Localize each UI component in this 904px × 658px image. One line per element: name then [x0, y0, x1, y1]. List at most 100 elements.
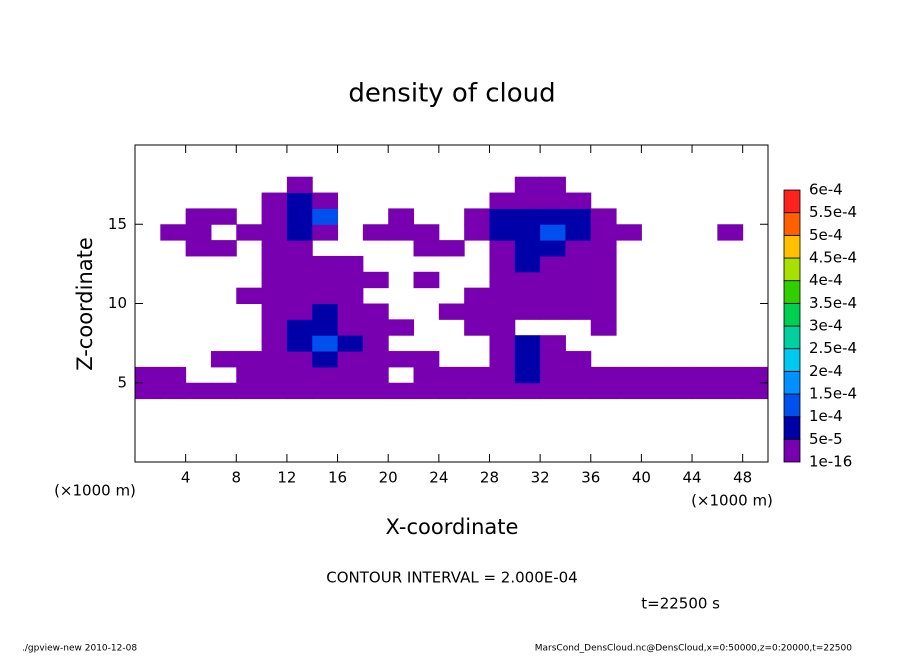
contour-cell	[692, 193, 718, 209]
x-unit-label: (×1000 m)	[54, 482, 136, 500]
contour-cell	[743, 430, 769, 446]
contour-cell	[337, 335, 364, 352]
contour-cell	[590, 319, 617, 336]
contour-cell	[160, 240, 186, 256]
colorbar-segment	[783, 189, 801, 214]
contour-cell	[286, 335, 313, 352]
contour-cell	[590, 208, 617, 225]
contour-cell	[186, 446, 212, 462]
contour-cell	[667, 145, 693, 161]
contour-cell	[337, 366, 364, 384]
contour-cell	[160, 177, 186, 193]
contour-cell	[388, 288, 414, 304]
contour-cell	[641, 382, 668, 400]
contour-cell	[667, 414, 693, 430]
contour-cell	[363, 161, 389, 177]
contour-cell	[262, 161, 288, 177]
contour-cell	[540, 399, 566, 415]
contour-cell	[540, 240, 566, 257]
contour-cell	[186, 335, 212, 351]
contour-cell	[641, 272, 667, 288]
contour-cell	[489, 145, 515, 161]
contour-cell	[261, 287, 288, 304]
contour-cell	[363, 256, 389, 272]
contour-cell	[641, 319, 667, 335]
contour-cell	[135, 304, 161, 320]
contour-cell	[591, 446, 617, 462]
contour-cell	[261, 271, 288, 289]
contour-cell	[464, 335, 490, 351]
contour-cell	[439, 193, 465, 209]
contour-cell	[692, 304, 718, 320]
contour-cell	[160, 319, 186, 335]
contour-cell	[641, 193, 667, 209]
contour-cell	[742, 366, 769, 384]
contour-cell	[616, 145, 642, 161]
contour-cell	[489, 303, 516, 320]
contour-cell	[262, 446, 288, 462]
contour-cell	[489, 287, 516, 304]
contour-cell	[489, 208, 516, 225]
contour-cell	[540, 366, 566, 384]
contour-cell	[414, 304, 440, 320]
contour-cell	[717, 366, 744, 384]
contour-cell	[160, 304, 186, 320]
contour-cell	[717, 272, 743, 288]
contour-cell	[514, 366, 541, 384]
contour-cell	[236, 193, 262, 209]
colorbar-label: 6e-4	[809, 181, 843, 199]
contour-cell	[616, 335, 642, 351]
contour-cell	[362, 366, 389, 384]
contour-cell	[185, 224, 212, 241]
contour-cell	[363, 430, 389, 446]
contour-cell	[388, 177, 414, 193]
y-axis-label: Z-coordinate	[73, 237, 97, 371]
contour-cell	[414, 208, 440, 224]
contour-cell	[363, 208, 389, 224]
contour-cell	[515, 319, 541, 335]
contour-cell	[616, 351, 642, 367]
contour-cell	[743, 319, 769, 335]
contour-cell	[667, 177, 693, 193]
contour-cell	[312, 177, 338, 193]
contour-cell	[211, 430, 237, 446]
contour-cell	[666, 382, 693, 400]
footer-left: ./gpview-new 2010-12-08	[22, 644, 137, 654]
contour-cell	[590, 240, 617, 257]
contour-cell	[616, 193, 642, 209]
contour-cell	[641, 256, 667, 272]
x-tick-label: 24	[429, 469, 448, 487]
colorbar-label: 5.5e-4	[809, 203, 857, 221]
contour-cell	[312, 430, 338, 446]
x-tick-label: 44	[682, 469, 701, 487]
x-unit-label: (×1000 m)	[691, 492, 773, 510]
contour-cell	[743, 335, 769, 351]
contour-cell	[363, 414, 389, 430]
contour-cell	[489, 414, 515, 430]
contour-cell	[210, 382, 237, 400]
contour-cell	[439, 399, 465, 415]
contour-cell	[210, 351, 237, 368]
contour-cell	[591, 399, 617, 415]
contour-cell	[413, 351, 440, 368]
x-tick-label: 32	[531, 469, 550, 487]
contour-cell	[692, 335, 718, 351]
contour-cell	[489, 192, 516, 209]
contour-cell	[692, 224, 718, 240]
contour-cell	[590, 255, 617, 273]
contour-cell	[312, 145, 338, 161]
contour-cell	[338, 193, 364, 209]
contour-cell	[540, 446, 566, 462]
contour-cell	[717, 414, 743, 430]
contour-cell	[565, 335, 591, 351]
contour-cell	[362, 319, 389, 336]
contour-cell	[413, 240, 440, 257]
contour-cell	[338, 224, 364, 240]
contour-cell	[210, 208, 237, 225]
contour-cell	[312, 366, 339, 384]
x-tick-label: 4	[181, 469, 191, 487]
contour-cell	[363, 288, 389, 304]
contour-cell	[160, 161, 186, 177]
contour-cell	[338, 240, 364, 256]
contour-cell	[540, 271, 566, 289]
